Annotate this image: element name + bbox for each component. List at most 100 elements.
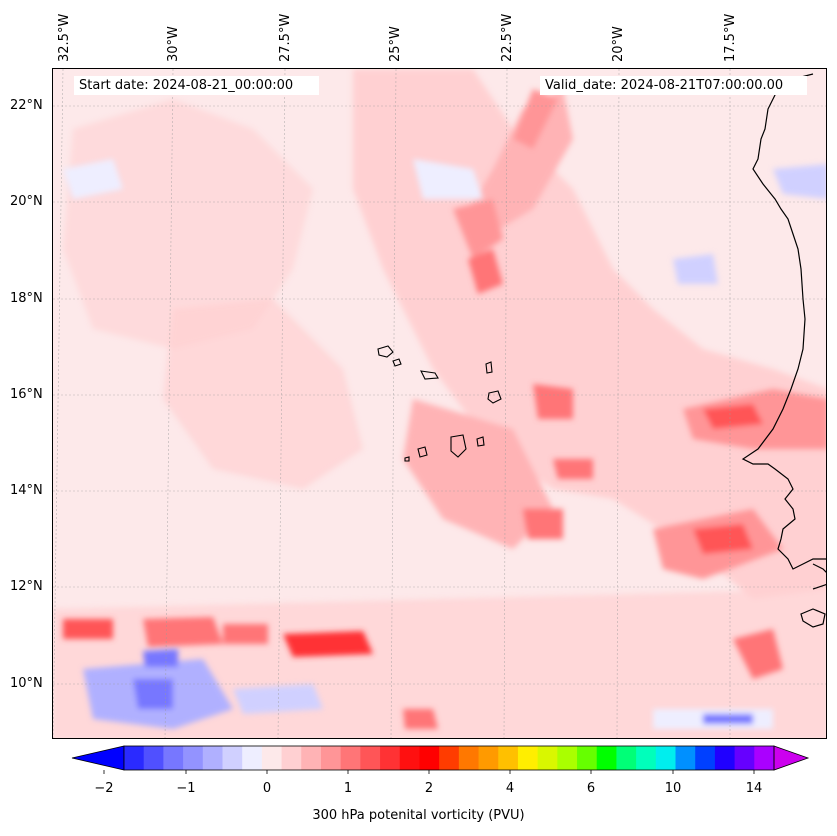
pv-region <box>773 164 826 199</box>
pv-region <box>143 617 223 647</box>
island <box>377 345 394 358</box>
lat-label: 20°N <box>10 194 43 209</box>
colorbar-title: 300 hPa potenital vorticity (PVU) <box>312 808 525 823</box>
pv-region <box>143 649 178 667</box>
colorbar-cell <box>655 746 677 770</box>
graticule <box>53 69 826 738</box>
lon-label: 22.5°W <box>500 13 515 62</box>
lat-label: 22°N <box>10 98 43 113</box>
colorbar-cell <box>281 746 302 770</box>
island <box>392 358 402 367</box>
pv-region <box>233 684 323 714</box>
colorbar-cell <box>695 746 716 770</box>
colorbar-cell <box>202 746 223 770</box>
island <box>420 370 439 380</box>
pv-region <box>703 404 763 429</box>
pv-region <box>403 399 553 549</box>
colorbar-cell <box>163 746 184 770</box>
colorbar-cell <box>498 746 519 770</box>
colorbar-cell <box>734 746 755 770</box>
colorbar-cell <box>242 746 263 770</box>
pv-contours-strong <box>63 89 826 729</box>
colorbar-cell <box>714 746 736 770</box>
island <box>450 434 467 458</box>
colorbar-cell <box>320 746 342 770</box>
pv-region <box>403 709 438 729</box>
pv-region <box>513 89 558 149</box>
pv-field-map <box>53 69 826 738</box>
colorbar-cell <box>537 746 558 770</box>
colorbar-cell <box>380 746 401 770</box>
colorbar-tick-label: 14 <box>745 781 763 796</box>
colorbar <box>71 745 810 774</box>
pv-region <box>673 254 718 284</box>
colorbar-cells <box>71 745 810 774</box>
colorbar-cell <box>596 746 617 770</box>
colorbar-tick-label: 4 <box>505 781 515 796</box>
pv-region <box>133 679 173 709</box>
colorbar-tick-label: 1 <box>343 781 353 796</box>
colorbar-cell <box>399 746 420 770</box>
valid-date-label: Valid_date: 2024-08-21T07:00:00.00 <box>540 76 807 95</box>
pv-region <box>283 631 373 657</box>
colorbar-extend-max <box>773 745 810 771</box>
colorbar-border <box>123 745 775 771</box>
pv-region <box>413 159 483 199</box>
colorbar-cell <box>360 746 381 770</box>
island <box>417 446 428 458</box>
colorbar-cell <box>636 746 657 770</box>
pv-region <box>223 624 268 644</box>
africa-coast <box>812 563 826 573</box>
pv-region <box>63 159 123 199</box>
lon-label: 25°W <box>388 26 403 62</box>
lat-label: 16°N <box>10 387 43 402</box>
coastline <box>741 73 826 628</box>
colorbar-cell <box>419 746 440 770</box>
colorbar-cell <box>222 746 243 770</box>
pv-region <box>453 199 503 259</box>
africa-coast <box>800 608 826 628</box>
colorbar-tick-label: 6 <box>586 781 596 796</box>
pv-region <box>63 619 113 639</box>
colorbar-cell <box>124 746 145 770</box>
colorbar-tick-label: 10 <box>664 781 682 796</box>
lat-label: 12°N <box>10 579 43 594</box>
colorbar-tick-label: −1 <box>176 781 196 796</box>
pv-region <box>468 249 503 294</box>
colorbar-tick-label: −2 <box>94 781 114 796</box>
colorbar-cell <box>183 746 204 770</box>
lat-label: 14°N <box>10 483 43 498</box>
pv-region <box>703 714 753 724</box>
colorbar-cell <box>557 746 578 770</box>
lon-label: 27.5°W <box>278 13 293 62</box>
lon-label: 20°W <box>611 26 626 62</box>
colorbar-cell <box>754 746 775 770</box>
colorbar-cell <box>616 746 637 770</box>
island <box>485 361 493 374</box>
pv-region <box>553 459 593 479</box>
colorbar-cell <box>517 746 539 770</box>
lon-label: 17.5°W <box>723 13 738 62</box>
map-panel <box>52 68 827 739</box>
colorbar-extend-min <box>71 745 125 771</box>
pv-region <box>163 299 363 489</box>
colorbar-cell <box>439 746 460 770</box>
colorbar-cell <box>143 746 164 770</box>
colorbar-cell <box>340 746 361 770</box>
colorbar-cell <box>458 746 480 770</box>
lon-label: 30°W <box>166 26 181 62</box>
pv-region <box>733 629 783 679</box>
island <box>487 390 502 404</box>
island <box>476 436 485 447</box>
africa-coast <box>812 584 826 590</box>
pv-region <box>353 69 826 599</box>
colorbar-cell <box>478 746 499 770</box>
pv-region <box>523 509 563 539</box>
pv-region <box>63 99 313 349</box>
africa-coast <box>741 73 826 570</box>
lat-label: 10°N <box>10 676 43 691</box>
colorbar-cell <box>301 746 322 770</box>
island <box>404 456 410 462</box>
pv-contours-negative <box>63 159 826 729</box>
lon-label: 32.5°W <box>57 13 72 62</box>
